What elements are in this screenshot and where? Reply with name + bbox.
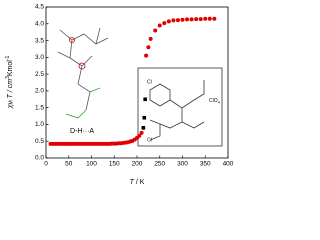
y-tick-label: 2.0: [35, 88, 44, 95]
data-point: [198, 17, 203, 22]
x-tick-label: 150: [109, 161, 120, 168]
data-point: [180, 17, 185, 22]
x-tick-label: 250: [154, 161, 165, 168]
y-tick-label: 1.0: [35, 121, 44, 128]
x-axis-label: / K: [134, 179, 145, 186]
data-point: [141, 126, 146, 130]
y-axis-label: T / cm: [7, 79, 14, 101]
data-point: [143, 97, 147, 102]
data-point: [139, 130, 144, 135]
x-axis-label: T / K: [130, 179, 145, 186]
data-point: [148, 36, 153, 41]
y-axis-label: 3: [5, 76, 11, 79]
data-point: [142, 115, 147, 120]
x-tick-label: 0: [44, 161, 48, 168]
y-tick-label: 1.5: [35, 104, 44, 111]
y-axis-label: M: [9, 100, 15, 104]
data-point: [207, 16, 212, 21]
data-point: [212, 16, 217, 21]
x-tick-label: 50: [65, 161, 73, 168]
y-axis-label: χ: [7, 104, 14, 109]
annotation: 4: [218, 100, 221, 105]
x-tick-label: 100: [86, 161, 97, 168]
annotation: D-H···A: [70, 128, 94, 135]
data-point: [137, 133, 142, 138]
data-point: [166, 19, 171, 24]
data-point: [162, 21, 167, 26]
data-point: [189, 17, 194, 22]
data-point: [185, 17, 190, 22]
molecule-inset: [57, 27, 223, 147]
y-tick-label: 2.5: [35, 71, 44, 78]
annotation: Cl: [147, 137, 152, 143]
annotation: ClO: [209, 98, 218, 104]
y-tick-label: 3.5: [35, 37, 44, 44]
y-tick-label: 4.0: [35, 20, 44, 27]
annotation: ClO4: [209, 98, 221, 104]
data-point: [175, 18, 180, 23]
x-tick-label: 400: [223, 161, 234, 168]
data-point: [171, 18, 176, 23]
data-point: [194, 17, 199, 22]
data-point: [146, 45, 151, 50]
y-tick-label: 4.5: [35, 4, 44, 11]
y-axis-label: -1: [5, 55, 11, 60]
annotation: Cl: [147, 79, 152, 85]
x-tick-label: 350: [200, 161, 211, 168]
x-axis-label: T: [130, 179, 135, 186]
data-point: [153, 28, 158, 33]
data-point: [203, 16, 208, 21]
y-axis-label: Kmol: [7, 60, 14, 76]
data-point: [144, 53, 149, 58]
y-tick-label: 3.0: [35, 54, 44, 61]
y-axis-label: χM T / cm3Kmol-1: [5, 55, 15, 109]
plot-frame: [45, 6, 229, 159]
x-tick-label: 300: [177, 161, 188, 168]
y-tick-label: 0.5: [35, 138, 44, 145]
data-point: [157, 23, 162, 28]
chart: D-H···A Cl Cl ClO4 T / K χM T / cm3Kmol-…: [5, 4, 234, 186]
y-tick-label: 0.0: [35, 155, 44, 162]
x-tick-label: 200: [132, 161, 143, 168]
